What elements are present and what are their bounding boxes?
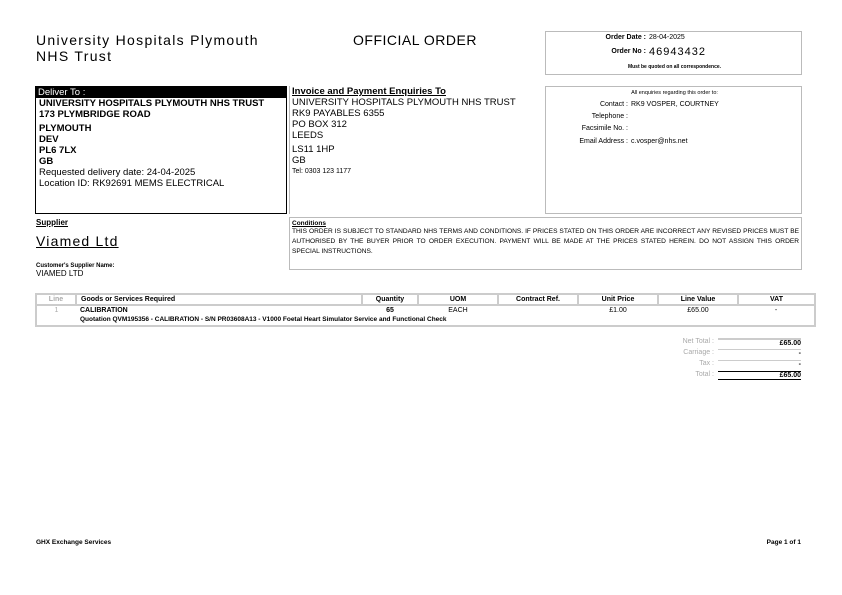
invoice-section: Invoice and Payment Enquiries To UNIVERS…: [289, 86, 548, 214]
order-lines-table: Line Goods or Services Required Quantity…: [35, 293, 816, 327]
col-contract: Contract Ref.: [497, 293, 579, 306]
invoice-heading: Invoice and Payment Enquiries To: [292, 86, 446, 97]
net-total-value: £65.00: [718, 338, 801, 347]
table-header: Line Goods or Services Required Quantity…: [35, 293, 816, 306]
contact-box: All enquiries regarding this order to: C…: [545, 86, 802, 214]
row-unit-price: £1.00: [609, 307, 627, 314]
location-id: Location ID: RK92691 MEMS ELECTRICAL: [39, 178, 225, 189]
table-row: 1 CALIBRATION 65 EACH £1.00 £65.00 -: [35, 305, 816, 327]
tax-label: Tax :: [699, 360, 714, 367]
totals: Net Total : £65.00 Carriage :- Tax :- Tot…: [640, 337, 802, 383]
supplier-name: Viamed Ltd: [36, 233, 119, 249]
order-date: 28-04-2025: [649, 34, 685, 41]
order-date-label: Order Date :: [605, 34, 646, 41]
tax-value: -: [718, 360, 801, 368]
document-title: OFFICIAL ORDER: [353, 32, 477, 48]
org-name-line2: NHS Trust: [36, 48, 113, 64]
conditions-text: THIS ORDER IS SUBJECT TO STANDARD NHS TE…: [292, 228, 799, 255]
total-value: £65.00: [718, 371, 801, 380]
customer-supplier-label: Customer's Supplier Name:: [36, 263, 115, 269]
col-vat: VAT: [737, 293, 816, 306]
col-goods: Goods or Services Required: [75, 293, 363, 306]
total-label: Total :: [695, 371, 714, 378]
row-uom: EACH: [448, 307, 468, 314]
deliver-line: PL6 7LX: [39, 145, 77, 156]
deliver-line: PLYMOUTH: [39, 123, 92, 134]
row-goods: CALIBRATION: [80, 307, 128, 314]
carriage-label: Carriage :: [683, 349, 714, 356]
email-label: Email Address :: [579, 138, 628, 145]
col-unit-price: Unit Price: [577, 293, 659, 306]
customer-supplier-name: VIAMED LTD: [36, 269, 84, 278]
carriage-value: -: [718, 349, 801, 357]
col-line-value: Line Value: [657, 293, 739, 306]
order-info-box: Order Date : 28-04-2025 Order No : 46943…: [545, 31, 802, 75]
row-line-value: £65.00: [687, 307, 709, 314]
contact-label: Contact :: [599, 101, 628, 108]
contact-heading: All enquiries regarding this order to:: [631, 90, 718, 96]
deliver-line: 173 PLYMBRIDGE ROAD: [39, 109, 151, 120]
deliver-to-heading: Deliver To :: [36, 87, 286, 98]
net-total-label: Net Total :: [682, 338, 714, 345]
deliver-line: GB: [39, 156, 54, 167]
deliver-to-box: Deliver To : UNIVERSITY HOSPITALS PLYMOU…: [35, 86, 287, 214]
telephone-label: Telephone :: [591, 113, 628, 120]
org-name-line1: University Hospitals Plymouth: [36, 32, 259, 48]
order-no-label: Order No :: [611, 48, 646, 55]
invoice-line: UNIVERSITY HOSPITALS PLYMOUTH NHS TRUST: [292, 97, 516, 108]
col-quantity: Quantity: [361, 293, 419, 306]
conditions-heading: Conditions: [292, 220, 326, 227]
invoice-line: LS11 1HP: [292, 144, 335, 155]
requested-delivery-date: Requested delivery date: 24-04-2025: [39, 167, 196, 178]
row-contract: [498, 305, 578, 315]
row-description: Quotation QVM195356 - CALIBRATION - S/N …: [76, 315, 816, 327]
order-number: 46943432: [649, 46, 706, 58]
deliver-line: UNIVERSITY HOSPITALS PLYMOUTH NHS TRUST: [39, 98, 265, 109]
row-line: 1: [35, 305, 76, 327]
invoice-line: PO BOX 312: [292, 119, 347, 130]
table-row-description: Quotation QVM195356 - CALIBRATION - S/N …: [36, 315, 816, 327]
page-number: Page 1 of 1: [766, 539, 801, 546]
supplier-heading: Supplier: [36, 218, 69, 227]
invoice-line: LEEDS: [292, 130, 324, 141]
row-quantity: 65: [386, 307, 394, 314]
deliver-line: DEV: [39, 134, 59, 145]
footer-provider: GHX Exchange Services: [36, 539, 112, 546]
fax-label: Facsimile No. :: [581, 125, 628, 132]
conditions-box: Conditions THIS ORDER IS SUBJECT TO STAN…: [289, 217, 802, 270]
invoice-line: GB: [292, 155, 306, 166]
invoice-tel: Tel: 0303 123 1177: [292, 168, 352, 175]
col-uom: UOM: [417, 293, 499, 306]
row-vat: -: [738, 305, 816, 315]
email-address[interactable]: c.vosper@nhs.net: [631, 138, 688, 145]
quote-note: Must be quoted on all correspondence.: [627, 64, 722, 70]
invoice-line: RK9 PAYABLES 6355: [292, 108, 385, 119]
col-line: Line: [35, 293, 77, 306]
contact-name: RK9 VOSPER, COURTNEY: [631, 101, 719, 108]
